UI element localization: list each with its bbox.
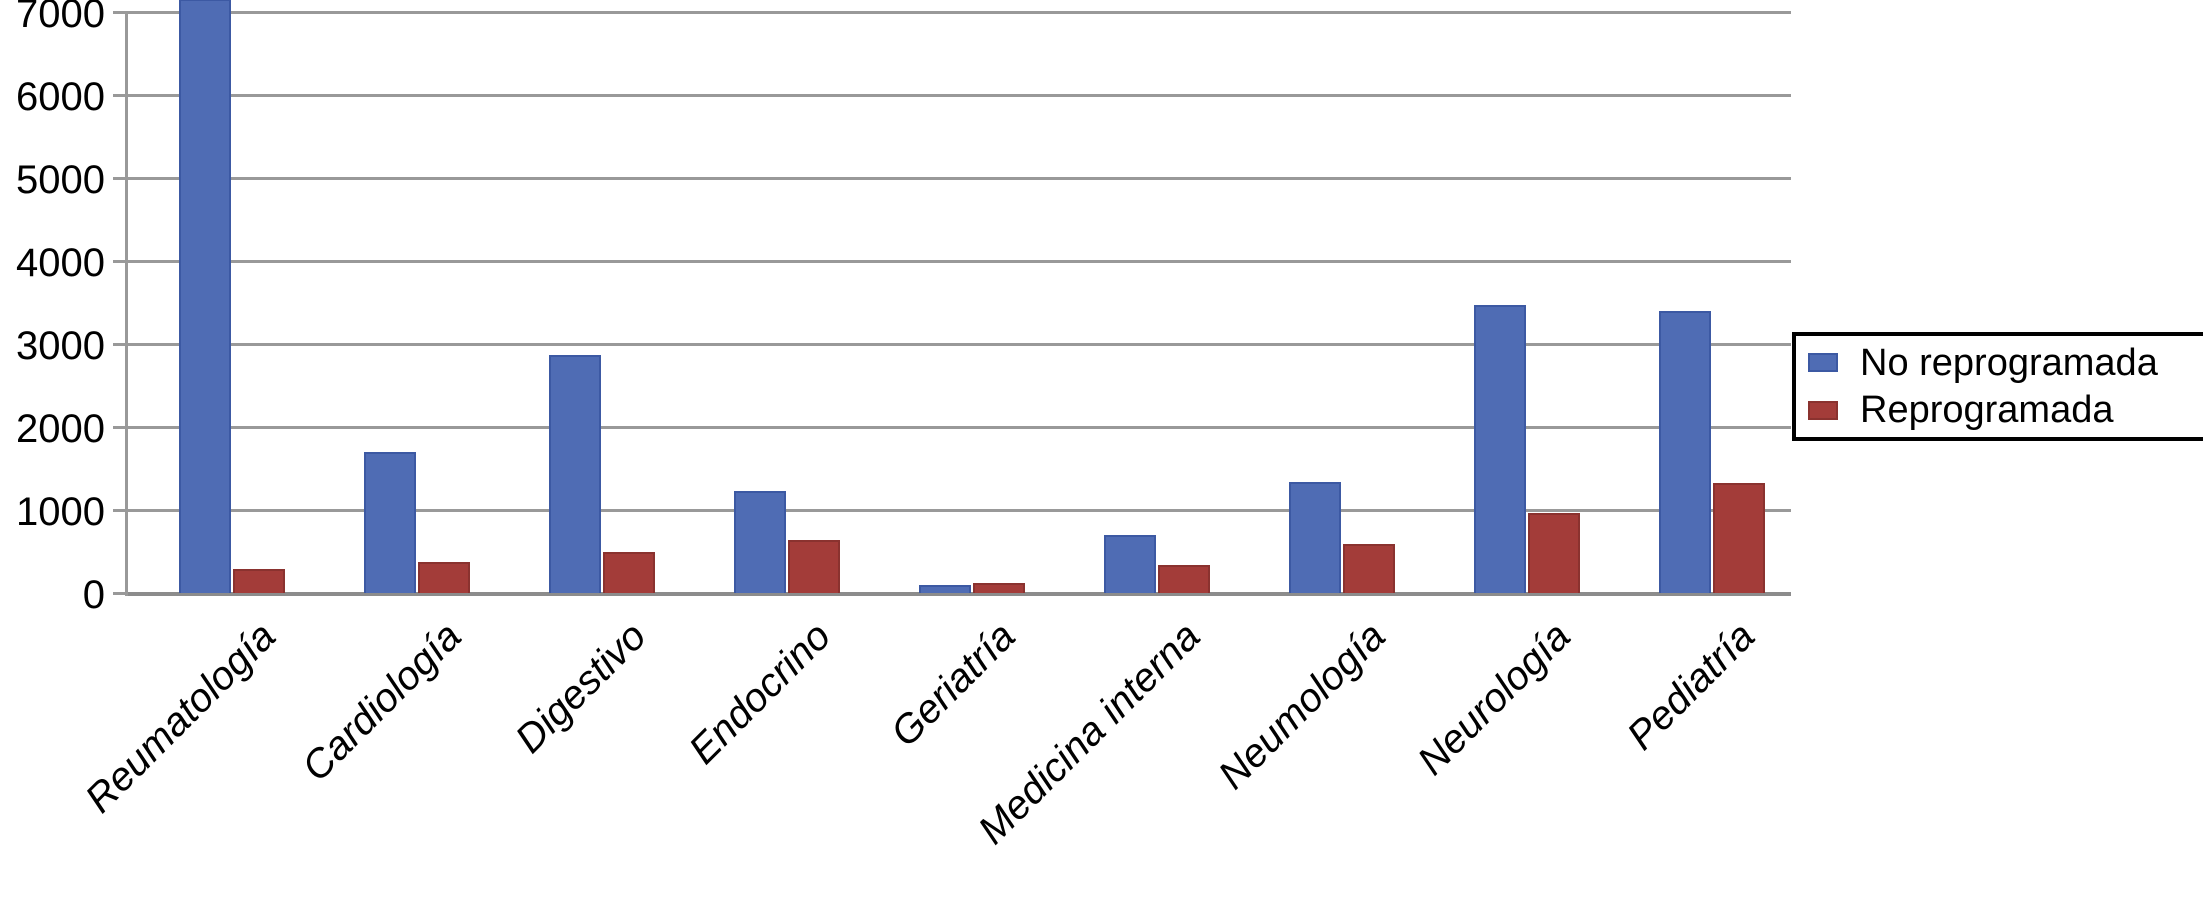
y-tick-mark <box>113 343 127 346</box>
y-gridline <box>127 343 1791 346</box>
y-tick-mark <box>113 177 127 180</box>
bar-no-reprogramada <box>1474 305 1526 593</box>
y-axis-line <box>125 12 128 596</box>
bar-reprogramada <box>418 562 470 593</box>
y-tick-label: 2000 <box>16 407 105 451</box>
legend-swatch-reprogramada <box>1808 400 1838 420</box>
legend-label: No reprogramada <box>1860 341 2158 384</box>
y-tick-label: 0 <box>82 573 105 617</box>
bar-no-reprogramada <box>179 0 231 593</box>
y-gridline <box>127 94 1791 97</box>
legend-swatch-no-reprogramada <box>1808 353 1838 373</box>
y-tick-mark <box>113 509 127 512</box>
y-tick-label: 6000 <box>16 75 105 119</box>
bar-reprogramada <box>1713 483 1765 593</box>
y-tick-mark <box>113 592 127 595</box>
y-gridline <box>127 177 1791 180</box>
legend-row: Reprogramada <box>1808 389 2203 431</box>
bar-reprogramada <box>1158 565 1210 593</box>
bar-no-reprogramada <box>549 355 601 593</box>
bar-reprogramada <box>788 540 840 593</box>
x-category-label: Pediatría <box>1619 614 1764 759</box>
x-category-label: Reumatología <box>77 614 285 822</box>
legend: No reprogramada Reprogramada <box>1792 332 2203 441</box>
y-tick-label: 7000 <box>16 0 105 36</box>
y-tick-label: 1000 <box>16 490 105 534</box>
bar-reprogramada <box>603 552 655 593</box>
legend-row: No reprogramada <box>1808 342 2203 384</box>
y-gridline <box>127 592 1791 596</box>
legend-label: Reprogramada <box>1860 389 2114 432</box>
y-tick-label: 5000 <box>16 158 105 202</box>
y-gridline <box>127 260 1791 263</box>
y-gridline <box>127 11 1791 14</box>
y-tick-mark <box>113 426 127 429</box>
bar-reprogramada <box>973 583 1025 593</box>
bar-reprogramada <box>1528 513 1580 593</box>
bar-no-reprogramada <box>1104 535 1156 593</box>
x-category-label: Digestivo <box>506 614 655 762</box>
x-category-label: Neumología <box>1210 614 1394 798</box>
bar-no-reprogramada <box>1659 311 1711 593</box>
x-category-label: Cardiología <box>293 614 470 790</box>
y-tick-mark <box>113 94 127 97</box>
x-category-label: Endocrino <box>680 614 840 773</box>
y-tick-mark <box>113 11 127 14</box>
bar-no-reprogramada <box>1289 482 1341 593</box>
y-tick-mark <box>113 260 127 263</box>
bar-no-reprogramada <box>734 491 786 593</box>
y-tick-label: 3000 <box>16 324 105 368</box>
y-gridline <box>127 509 1791 512</box>
y-tick-label: 4000 <box>16 241 105 285</box>
bar-no-reprogramada <box>919 585 971 593</box>
x-category-label: Neurología <box>1409 614 1579 784</box>
bar-reprogramada <box>1343 544 1395 593</box>
x-category-label: Geriatría <box>882 614 1025 756</box>
bar-reprogramada <box>233 569 285 593</box>
y-gridline <box>127 426 1791 429</box>
bar-no-reprogramada <box>364 452 416 593</box>
